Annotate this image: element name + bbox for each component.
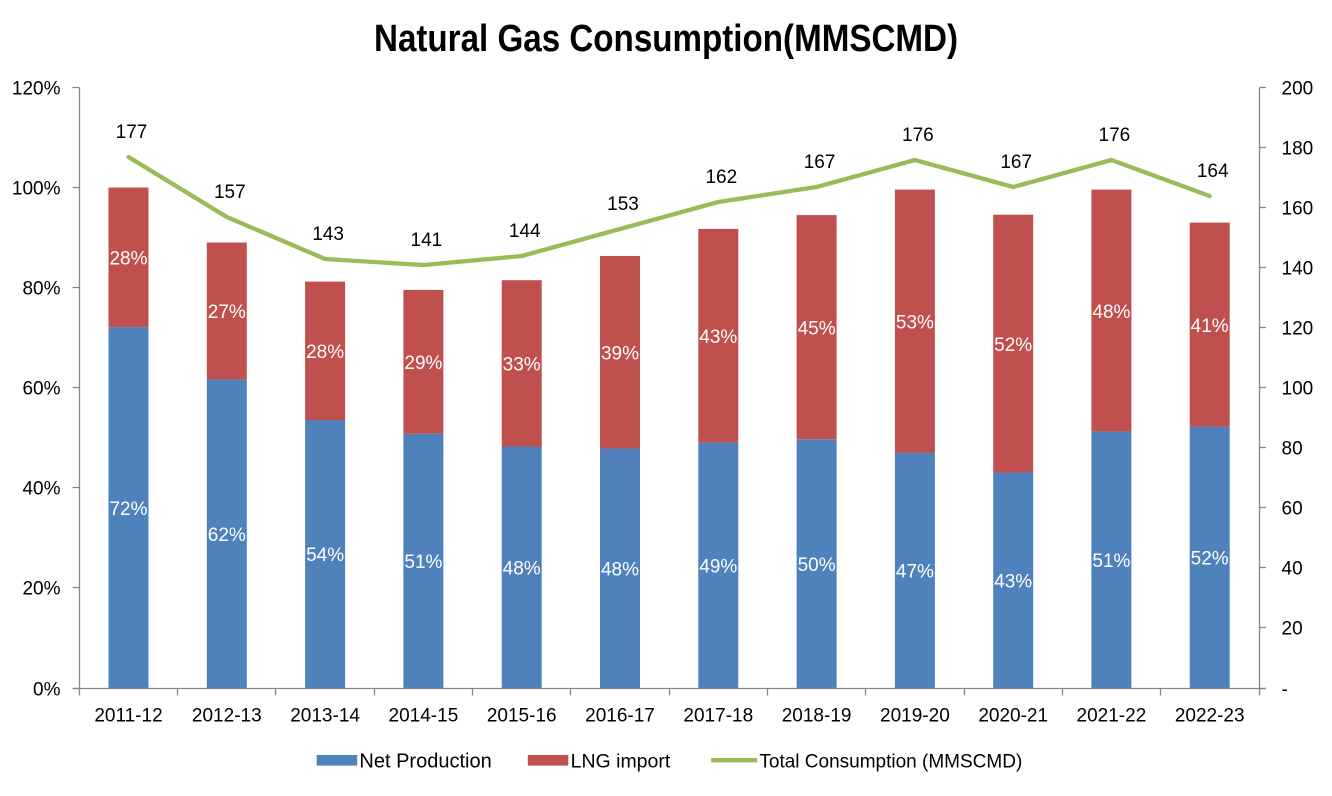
svg-text:-: - [1282,680,1288,701]
svg-text:28%: 28% [306,342,344,363]
svg-text:2020-21: 2020-21 [978,706,1048,727]
svg-text:52%: 52% [1191,549,1229,570]
svg-text:176: 176 [1099,125,1131,146]
svg-text:2019-20: 2019-20 [880,706,950,727]
svg-text:162: 162 [705,167,737,188]
svg-text:47%: 47% [896,562,934,583]
svg-text:72%: 72% [109,499,147,520]
svg-text:20%: 20% [22,579,60,600]
svg-text:80%: 80% [22,279,60,300]
svg-text:48%: 48% [1092,302,1130,323]
svg-text:49%: 49% [699,556,737,577]
svg-text:2014-15: 2014-15 [389,706,459,727]
svg-text:157: 157 [214,182,246,203]
svg-text:100: 100 [1282,379,1314,400]
svg-text:80: 80 [1282,439,1303,460]
svg-text:100%: 100% [12,179,61,200]
svg-text:33%: 33% [503,355,541,376]
svg-text:52%: 52% [994,335,1032,356]
svg-text:120%: 120% [12,79,61,100]
svg-text:53%: 53% [896,312,934,333]
svg-text:176: 176 [902,125,934,146]
svg-text:164: 164 [1197,161,1229,182]
svg-text:2016-17: 2016-17 [585,706,655,727]
svg-text:Natural Gas Consumption(MMSCMD: Natural Gas Consumption(MMSCMD) [374,17,958,60]
svg-text:48%: 48% [503,559,541,580]
svg-text:48%: 48% [601,560,639,581]
svg-text:2013-14: 2013-14 [290,706,360,727]
svg-text:2012-13: 2012-13 [192,706,262,727]
svg-text:43%: 43% [699,327,737,348]
svg-text:153: 153 [607,194,639,215]
svg-text:143: 143 [312,224,344,245]
svg-text:120: 120 [1282,319,1314,340]
svg-text:29%: 29% [404,353,442,374]
svg-text:2022-23: 2022-23 [1175,706,1245,727]
svg-text:167: 167 [1000,152,1032,173]
svg-text:41%: 41% [1191,316,1229,337]
svg-text:27%: 27% [208,302,246,323]
svg-text:2018-19: 2018-19 [782,706,852,727]
svg-text:60%: 60% [22,379,60,400]
svg-text:200: 200 [1282,79,1314,100]
svg-text:140: 140 [1282,259,1314,280]
svg-text:50%: 50% [798,555,836,576]
svg-text:Total Consumption (MMSCMD): Total Consumption (MMSCMD) [759,752,1022,773]
svg-text:144: 144 [509,221,541,242]
svg-text:60: 60 [1282,499,1303,520]
svg-text:Net Production: Net Production [359,751,491,773]
svg-text:28%: 28% [109,249,147,270]
svg-text:45%: 45% [798,318,836,339]
svg-text:0%: 0% [33,680,61,701]
svg-text:141: 141 [411,230,443,251]
svg-text:2015-16: 2015-16 [487,706,557,727]
svg-text:LNG import: LNG import [571,751,671,773]
svg-text:160: 160 [1282,199,1314,220]
svg-text:51%: 51% [1092,551,1130,572]
svg-text:20: 20 [1282,619,1303,640]
svg-text:39%: 39% [601,343,639,364]
svg-text:2021-22: 2021-22 [1077,706,1147,727]
svg-text:40%: 40% [22,479,60,500]
svg-text:180: 180 [1282,139,1314,160]
svg-text:43%: 43% [994,572,1032,593]
svg-text:167: 167 [804,152,836,173]
svg-text:177: 177 [116,122,148,143]
svg-text:40: 40 [1282,559,1303,580]
svg-text:51%: 51% [404,552,442,573]
svg-text:2017-18: 2017-18 [683,706,753,727]
svg-text:2011-12: 2011-12 [94,706,162,727]
svg-text:62%: 62% [208,525,246,546]
svg-text:54%: 54% [306,545,344,566]
